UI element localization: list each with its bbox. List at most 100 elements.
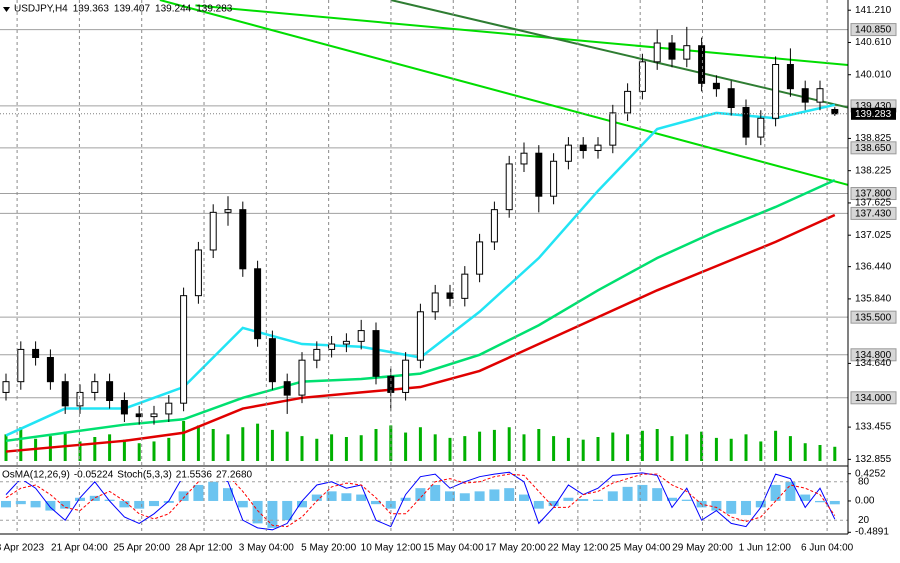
candle-body — [653, 42, 661, 63]
osma-bar — [45, 500, 56, 511]
candle-body — [313, 348, 321, 361]
candle-body — [32, 348, 40, 358]
y-tick-label: 137.625 — [855, 198, 892, 209]
osma-bar — [489, 489, 500, 501]
volume-bar — [463, 436, 467, 461]
candle-body — [328, 343, 336, 350]
volume-bar — [522, 434, 526, 461]
moving-average — [5, 213, 836, 453]
osma-bar — [134, 500, 145, 509]
volume-bar — [78, 441, 82, 461]
x-tick-label: 18 Apr 2023 — [0, 543, 45, 554]
candle-body — [638, 61, 646, 92]
current-price-label: 139.283 — [855, 109, 892, 120]
volume-bar — [389, 425, 393, 461]
header-high: 139.407 — [114, 4, 151, 15]
osma-bar — [415, 488, 426, 501]
level-label-box — [850, 348, 897, 362]
candle-body — [106, 381, 114, 401]
volume-bar — [256, 423, 260, 461]
candle-body — [550, 160, 558, 197]
volume-bar — [833, 446, 837, 461]
candle-body — [786, 64, 794, 90]
y-tick-label: 138.825 — [855, 133, 892, 144]
osma-bar — [637, 484, 648, 501]
candle-body — [505, 163, 513, 211]
y-tick-label: 140.010 — [855, 69, 892, 80]
volume-bar — [596, 437, 600, 461]
osma-bar — [237, 500, 248, 508]
osma-bar — [504, 488, 515, 501]
candle-body — [17, 348, 25, 383]
main-panel — [0, 0, 848, 461]
osma-bar — [741, 500, 751, 516]
volume-bar — [537, 429, 541, 461]
stoch-main-value: 21.5536 — [176, 470, 213, 481]
osma-name: OsMA(12,26,9) — [2, 470, 70, 481]
osma-bar — [193, 484, 204, 501]
candle-body — [372, 330, 380, 377]
candle-body — [209, 211, 217, 251]
volume-bar — [759, 441, 763, 461]
volume-bar — [315, 438, 319, 461]
candle-body — [342, 340, 350, 345]
candle-body — [461, 273, 469, 299]
osma-bar — [1, 500, 11, 508]
volume-bar — [492, 429, 496, 461]
osma-bar — [430, 484, 441, 501]
volume-bar — [152, 441, 156, 461]
candle-body — [609, 112, 617, 146]
x-tick-label: 3 May 04:00 — [239, 543, 294, 554]
volume-bar — [285, 431, 289, 461]
volume-bar — [344, 437, 348, 461]
level-label-box — [850, 23, 897, 37]
volume-bar — [226, 434, 230, 461]
candle-body — [416, 311, 424, 361]
osma-tick-label: 0.4252 — [855, 468, 886, 479]
x-tick-label: 17 May 20:00 — [485, 543, 546, 554]
trend-line — [195, 4, 848, 67]
current-price-box — [851, 107, 896, 120]
candle-body — [668, 42, 676, 60]
x-tick-label: 10 May 12:00 — [361, 543, 422, 554]
candle-body — [520, 152, 528, 165]
candle-body — [150, 413, 158, 418]
header-symbol: USDJPY,H4 — [14, 4, 68, 15]
osma-bar — [815, 500, 825, 503]
volume-bar — [818, 445, 822, 461]
volume-bar — [670, 436, 674, 461]
osma-bar — [667, 497, 677, 501]
osma-bar — [60, 500, 71, 509]
volume-bar — [167, 437, 171, 461]
candle-body — [594, 144, 602, 152]
osma-bar — [474, 491, 485, 501]
moving-average — [5, 178, 836, 443]
candle-body — [254, 268, 262, 340]
osma-bar — [548, 500, 559, 507]
candle-body — [624, 90, 632, 114]
candle-body — [402, 359, 410, 393]
level-label-box — [850, 391, 897, 405]
level-label: 134.800 — [855, 350, 892, 361]
volume-bar — [566, 437, 570, 461]
osma-bar — [178, 491, 189, 501]
y-tick-label: 132.855 — [855, 454, 892, 465]
level-label: 135.500 — [855, 312, 892, 323]
candle-body — [268, 338, 276, 383]
volume-bar — [4, 434, 8, 461]
volume-bar — [478, 431, 482, 461]
osma-bar — [311, 494, 322, 501]
osma-bar — [622, 486, 633, 501]
candle-body — [490, 209, 498, 243]
level-label: 137.800 — [855, 189, 892, 200]
osma-bar — [755, 500, 766, 508]
stoch-name: Stoch(5,3,3) — [117, 470, 171, 481]
volume-bar — [404, 432, 408, 461]
stoch-tick-label: 80 — [858, 476, 870, 487]
osma-tick-label: 0.00 — [855, 496, 875, 507]
candle-body — [194, 249, 202, 297]
osma-bar — [607, 491, 618, 501]
volume-bar — [655, 429, 659, 461]
candle-body — [61, 381, 69, 407]
volume-bar — [359, 435, 363, 461]
